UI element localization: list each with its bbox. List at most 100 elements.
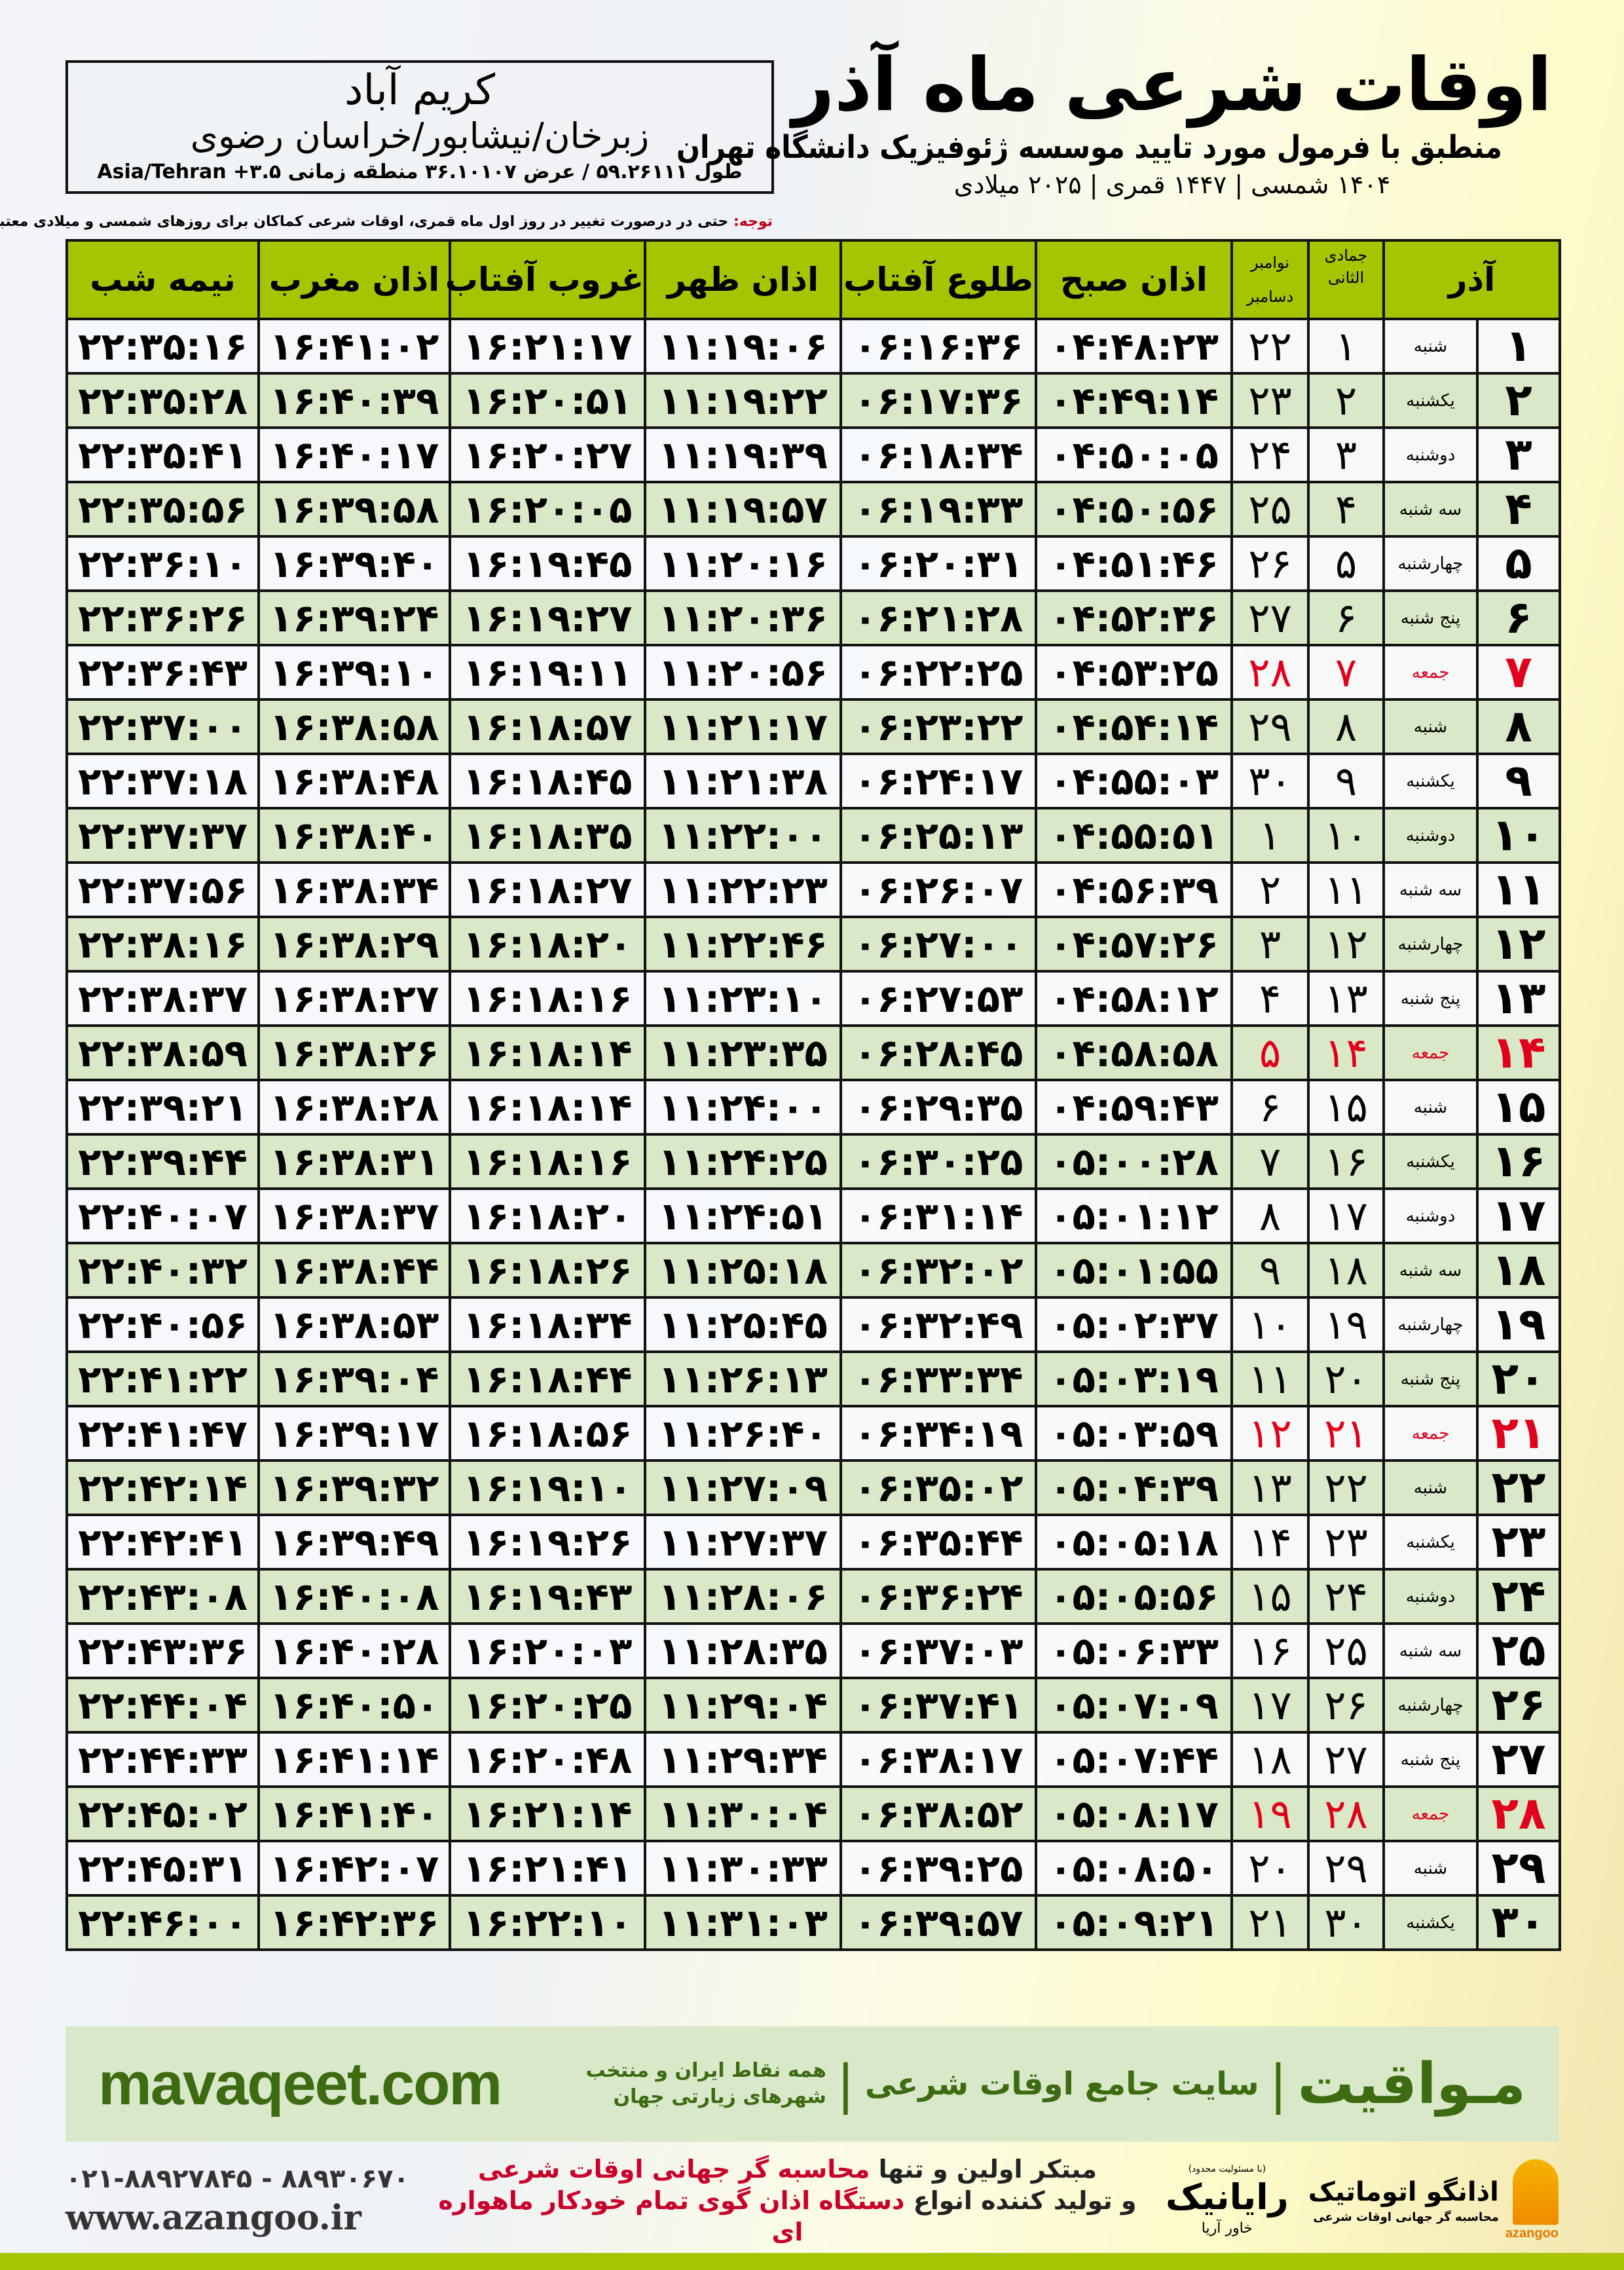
cell-greg: ۲ <box>1230 861 1310 918</box>
cell-hijri: ۱۹ <box>1307 1296 1385 1353</box>
cell-sunset: ۱۶:۲۰:۵۱ <box>449 372 646 429</box>
cell-greg: ۱ <box>1230 807 1310 864</box>
azangoo-url[interactable]: www.azangoo.ir <box>65 2198 361 2238</box>
cell-hijri: ۱۳ <box>1307 970 1385 1027</box>
cell-sunrise: ۰۶:۳۳:۳۴ <box>840 1350 1037 1407</box>
cell-sunrise: ۰۶:۲۸:۴۵ <box>840 1024 1037 1081</box>
cell-sunset: ۱۶:۱۹:۱۰ <box>449 1459 646 1516</box>
cell-sunset: ۱۶:۲۱:۴۱ <box>449 1840 646 1897</box>
cell-hijri: ۲۹ <box>1307 1840 1385 1897</box>
cell-sunrise: ۰۶:۲۵:۱۳ <box>840 807 1037 864</box>
cell-dhuhr: ۱۱:۲۸:۰۶ <box>644 1568 842 1625</box>
table-row: ۱۶ یکشنبه ۱۶ ۷ ۰۵:۰۰:۲۸ ۰۶:۳۰:۲۵ ۱۱:۲۴:۲۵ ۱۶:۱۸… <box>65 1133 1561 1190</box>
cell-sunrise: ۰۶:۳۷:۴۱ <box>840 1677 1037 1734</box>
cell-sunrise: ۰۶:۳۲:۰۲ <box>840 1242 1037 1299</box>
promo-1a: مبتکر اولین و تنها <box>870 2155 1098 2184</box>
cell-sunset: ۱۶:۱۸:۱۴ <box>449 1024 646 1081</box>
header-greg-2: دسامبر <box>1246 288 1294 306</box>
promo-1b: محاسبه گر جهانی اوقات شرعی <box>477 2155 870 2184</box>
cell-sunset: ۱۶:۱۸:۳۴ <box>449 1296 646 1353</box>
table-row: ۲۵ سه شنبه ۲۵ ۱۶ ۰۵:۰۶:۳۳ ۰۶:۳۷:۰۳ ۱۱:۲۸:۳۵ ۱۶:… <box>65 1622 1561 1679</box>
cell-dhuhr: ۱۱:۱۹:۰۶ <box>644 318 842 375</box>
cell-dhuhr: ۱۱:۲۴:۲۵ <box>644 1133 842 1190</box>
cell-sunset: ۱۶:۲۲:۱۰ <box>449 1894 646 1951</box>
cell-dhuhr: ۱۱:۲۴:۰۰ <box>644 1079 842 1136</box>
cell-weekday: دوشنبه <box>1382 1187 1479 1244</box>
cell-maghrib: ۱۶:۴۰:۰۸ <box>257 1568 451 1625</box>
cell-day: ۳۰ <box>1476 1894 1561 1951</box>
cell-hijri: ۱۶ <box>1307 1133 1385 1190</box>
cell-weekday: پنج شنبه <box>1382 970 1479 1027</box>
cell-greg: ۳ <box>1230 916 1310 973</box>
cell-dhuhr: ۱۱:۲۱:۱۷ <box>644 698 842 755</box>
cell-weekday: شنبه <box>1382 1459 1479 1516</box>
cell-fajr: ۰۵:۰۳:۵۹ <box>1035 1405 1233 1462</box>
promo-2a: و تولید کننده انواع <box>904 2186 1137 2215</box>
table-row: ۱۴ جمعه ۱۴ ۵ ۰۴:۵۸:۵۸ ۰۶:۲۸:۴۵ ۱۱:۲۳:۳۵ ۱۶:۱۸:۱… <box>65 1024 1561 1081</box>
cell-dhuhr: ۱۱:۱۹:۵۷ <box>644 481 842 538</box>
cell-midnight: ۲۲:۳۹:۴۴ <box>65 1133 260 1190</box>
cell-weekday: جمعه <box>1382 1405 1479 1462</box>
cell-weekday: یکشنبه <box>1382 1133 1479 1190</box>
cell-day: ۶ <box>1476 589 1561 646</box>
cell-dhuhr: ۱۱:۲۶:۱۳ <box>644 1350 842 1407</box>
mavaqeet-url[interactable]: mavaqeet.com <box>98 2050 502 2117</box>
cell-day: ۲۹ <box>1476 1840 1561 1897</box>
notice-label: توجه: <box>733 214 773 230</box>
cell-sunrise: ۰۶:۳۹:۲۵ <box>840 1840 1037 1897</box>
cell-maghrib: ۱۶:۴۱:۴۰ <box>257 1785 451 1842</box>
table-row: ۴ سه شنبه ۴ ۲۵ ۰۴:۵۰:۵۶ ۰۶:۱۹:۳۳ ۱۱:۱۹:۵۷ ۱۶:۲۰… <box>65 481 1561 538</box>
table-row: ۱۸ سه شنبه ۱۸ ۹ ۰۵:۰۱:۵۵ ۰۶:۳۲:۰۲ ۱۱:۲۵:۱۸ ۱۶:۱… <box>65 1242 1561 1299</box>
location-box: کریم آباد زبرخان/نیشابور/خراسان رضوی طول… <box>65 60 774 194</box>
cell-dhuhr: ۱۱:۳۰:۰۴ <box>644 1785 842 1842</box>
cell-greg: ۲۵ <box>1230 481 1310 538</box>
coordinates: طول ۵۹.۲۶۱۱۱ / عرض ۳۶.۱۰۱۰۷ منطقه زمانی … <box>97 160 743 183</box>
cell-fajr: ۰۵:۰۱:۵۵ <box>1035 1242 1233 1299</box>
cell-fajr: ۰۴:۵۸:۵۸ <box>1035 1024 1233 1081</box>
cell-sunrise: ۰۶:۲۴:۱۷ <box>840 753 1037 809</box>
table-row: ۱۰ دوشنبه ۱۰ ۱ ۰۴:۵۵:۵۱ ۰۶:۲۵:۱۳ ۱۱:۲۲:۰۰ ۱۶:۱۸… <box>65 807 1561 864</box>
cell-weekday: دوشنبه <box>1382 807 1479 864</box>
table-row: ۹ یکشنبه ۹ ۳۰ ۰۴:۵۵:۰۳ ۰۶:۲۴:۱۷ ۱۱:۲۱:۳۸ ۱۶:۱۸:… <box>65 753 1561 809</box>
cell-maghrib: ۱۶:۳۸:۲۹ <box>257 916 451 973</box>
cell-maghrib: ۱۶:۴۱:۱۴ <box>257 1731 451 1788</box>
cell-sunrise: ۰۶:۳۴:۱۹ <box>840 1405 1037 1462</box>
cell-hijri: ۲۲ <box>1307 1459 1385 1516</box>
cell-hijri: ۲۷ <box>1307 1731 1385 1788</box>
cell-weekday: دوشنبه <box>1382 426 1479 483</box>
cell-midnight: ۲۲:۴۳:۰۸ <box>65 1568 260 1625</box>
azangoo-name: اذانگو اتوماتیک <box>1308 2177 1499 2207</box>
cell-fajr: ۰۴:۵۵:۵۱ <box>1035 807 1233 864</box>
rayanik-note: (با مسئولیت محدود) <box>1188 2164 1266 2174</box>
cell-day: ۴ <box>1476 481 1561 538</box>
cell-maghrib: ۱۶:۳۹:۰۴ <box>257 1350 451 1407</box>
cell-dhuhr: ۱۱:۲۱:۳۸ <box>644 753 842 809</box>
cell-dhuhr: ۱۱:۲۹:۳۴ <box>644 1731 842 1788</box>
cell-hijri: ۱ <box>1307 318 1385 375</box>
table-row: ۲۰ پنج شنبه ۲۰ ۱۱ ۰۵:۰۳:۱۹ ۰۶:۳۳:۳۴ ۱۱:۲۶:۱۳ ۱۶… <box>65 1350 1561 1407</box>
cell-midnight: ۲۲:۳۷:۵۶ <box>65 861 260 918</box>
cell-midnight: ۲۲:۳۵:۱۶ <box>65 318 260 375</box>
cell-dhuhr: ۱۱:۱۹:۳۹ <box>644 426 842 483</box>
cell-maghrib: ۱۶:۳۸:۴۰ <box>257 807 451 864</box>
city-name: کریم آباد <box>344 66 496 115</box>
cell-fajr: ۰۵:۰۳:۱۹ <box>1035 1350 1233 1407</box>
cell-fajr: ۰۵:۰۹:۲۱ <box>1035 1894 1233 1951</box>
cell-sunset: ۱۶:۱۹:۴۳ <box>449 1568 646 1625</box>
cell-greg: ۳۰ <box>1230 753 1310 809</box>
cell-hijri: ۶ <box>1307 589 1385 646</box>
cell-fajr: ۰۴:۴۹:۱۴ <box>1035 372 1233 429</box>
mavaqeet-logo: مـواقیت <box>1297 2051 1526 2117</box>
cell-hijri: ۱۵ <box>1307 1079 1385 1136</box>
cell-day: ۲۲ <box>1476 1459 1561 1516</box>
cell-day: ۱۱ <box>1476 861 1561 918</box>
cell-greg: ۱۷ <box>1230 1677 1310 1734</box>
cell-sunrise: ۰۶:۲۲:۲۵ <box>840 644 1037 701</box>
header-sunset: غروب آفتاب <box>445 239 646 320</box>
footer: ۰۲۱-۸۸۹۲۷۸۴۵ - ۸۸۹۳۰۶۷۰ www.azangoo.ir م… <box>65 2153 1559 2248</box>
cell-maghrib: ۱۶:۴۱:۰۲ <box>257 318 451 375</box>
cell-hijri: ۷ <box>1307 644 1385 701</box>
table-row: ۱۷ دوشنبه ۱۷ ۸ ۰۵:۰۱:۱۲ ۰۶:۳۱:۱۴ ۱۱:۲۴:۵۱ ۱۶:۱۸… <box>65 1187 1561 1244</box>
cell-fajr: ۰۴:۵۳:۲۵ <box>1035 644 1233 701</box>
notice: توجه: حتی در درصورت تغییر در روز اول ماه… <box>0 212 773 232</box>
